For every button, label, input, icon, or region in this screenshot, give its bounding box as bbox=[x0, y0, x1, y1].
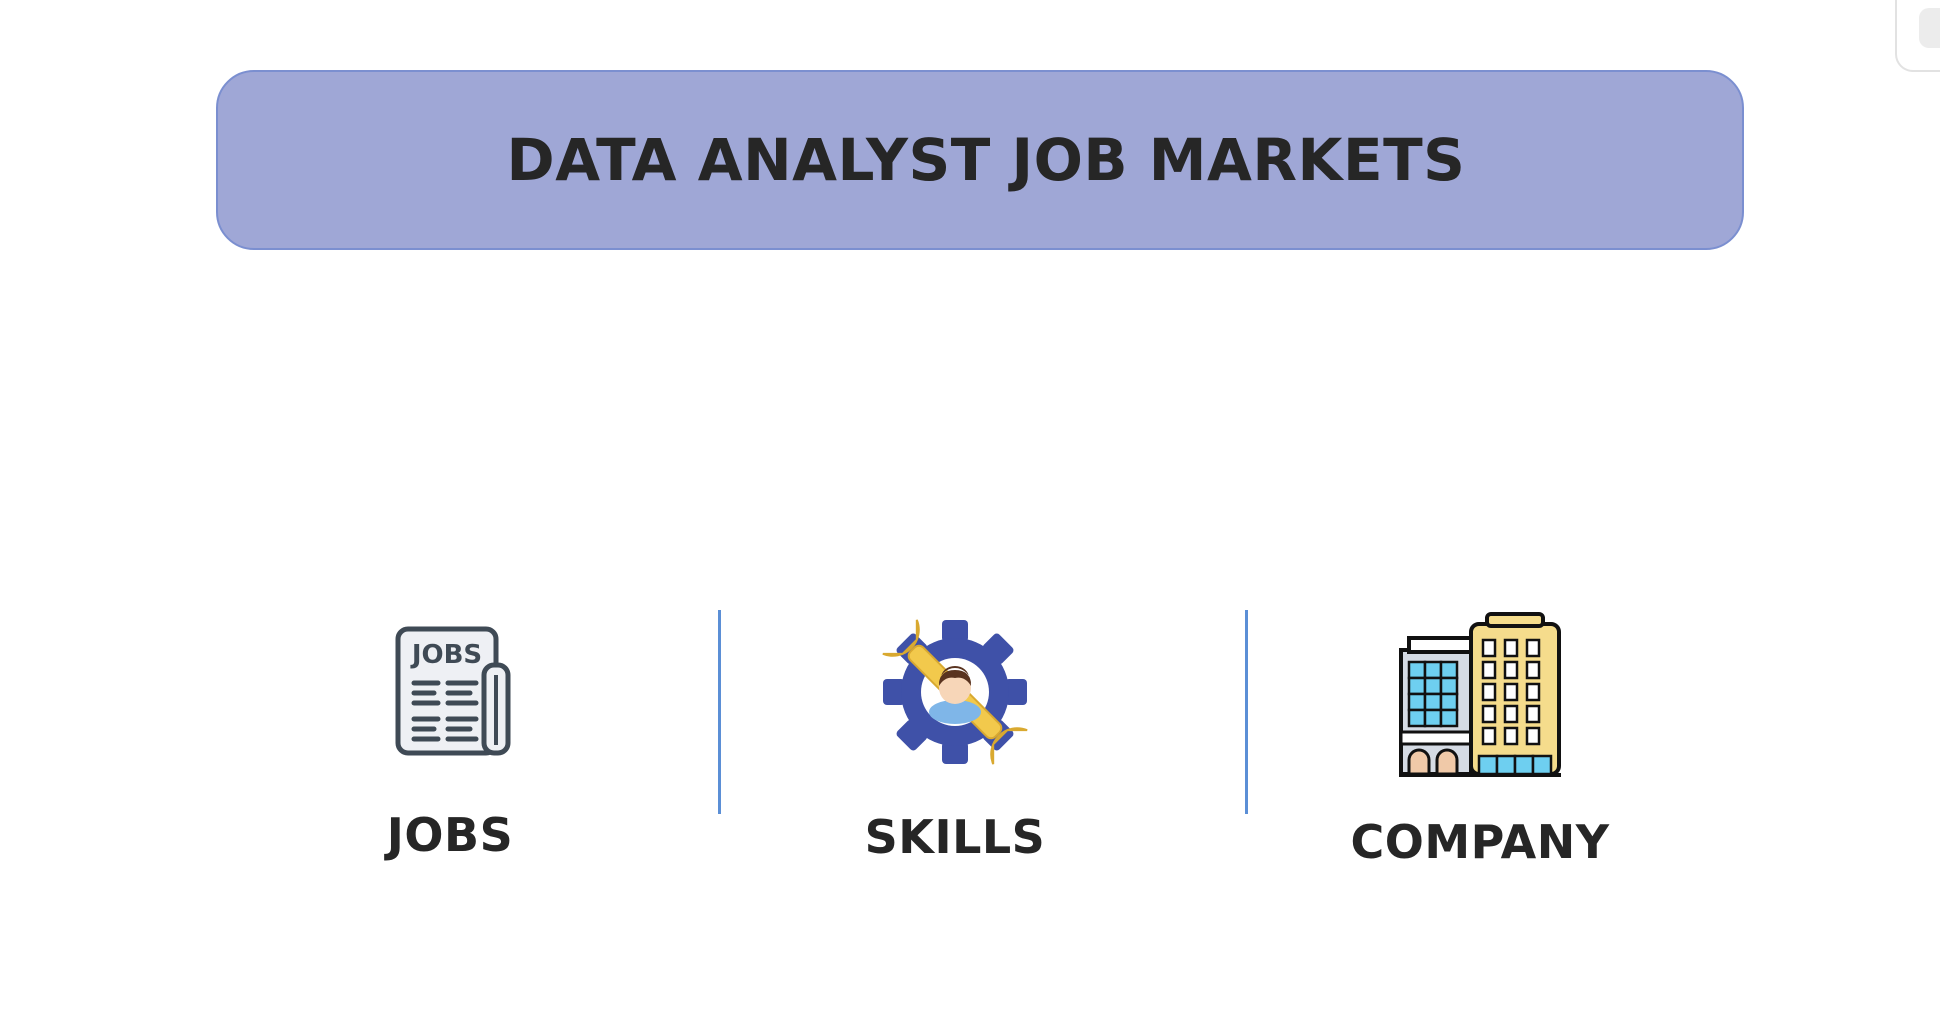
page-title: DATA ANALYST JOB MARKETS bbox=[506, 126, 1466, 194]
nav-item-jobs-label[interactable]: JOBS bbox=[386, 808, 514, 862]
nav-item-company-label[interactable]: COMPANY bbox=[1350, 815, 1610, 869]
newspaper-jobs-icon[interactable]: JOBS bbox=[380, 612, 520, 770]
office-building-icon[interactable] bbox=[1395, 611, 1565, 777]
nav-divider-2 bbox=[1245, 610, 1248, 814]
corner-widget[interactable] bbox=[1895, 0, 1940, 72]
nav-item-company[interactable]: COMPANY bbox=[1345, 611, 1615, 869]
nav-item-skills-label[interactable]: SKILLS bbox=[864, 810, 1046, 864]
nav-item-skills[interactable]: SKILLS bbox=[855, 612, 1055, 864]
nav-divider-1 bbox=[718, 610, 721, 814]
skills-gear-icon[interactable] bbox=[875, 612, 1035, 772]
corner-widget-inner bbox=[1919, 8, 1940, 48]
title-banner: DATA ANALYST JOB MARKETS bbox=[216, 70, 1744, 250]
newspaper-jobs-icon-text: JOBS bbox=[410, 640, 482, 670]
nav-item-jobs[interactable]: JOBS JOBS bbox=[360, 612, 540, 862]
